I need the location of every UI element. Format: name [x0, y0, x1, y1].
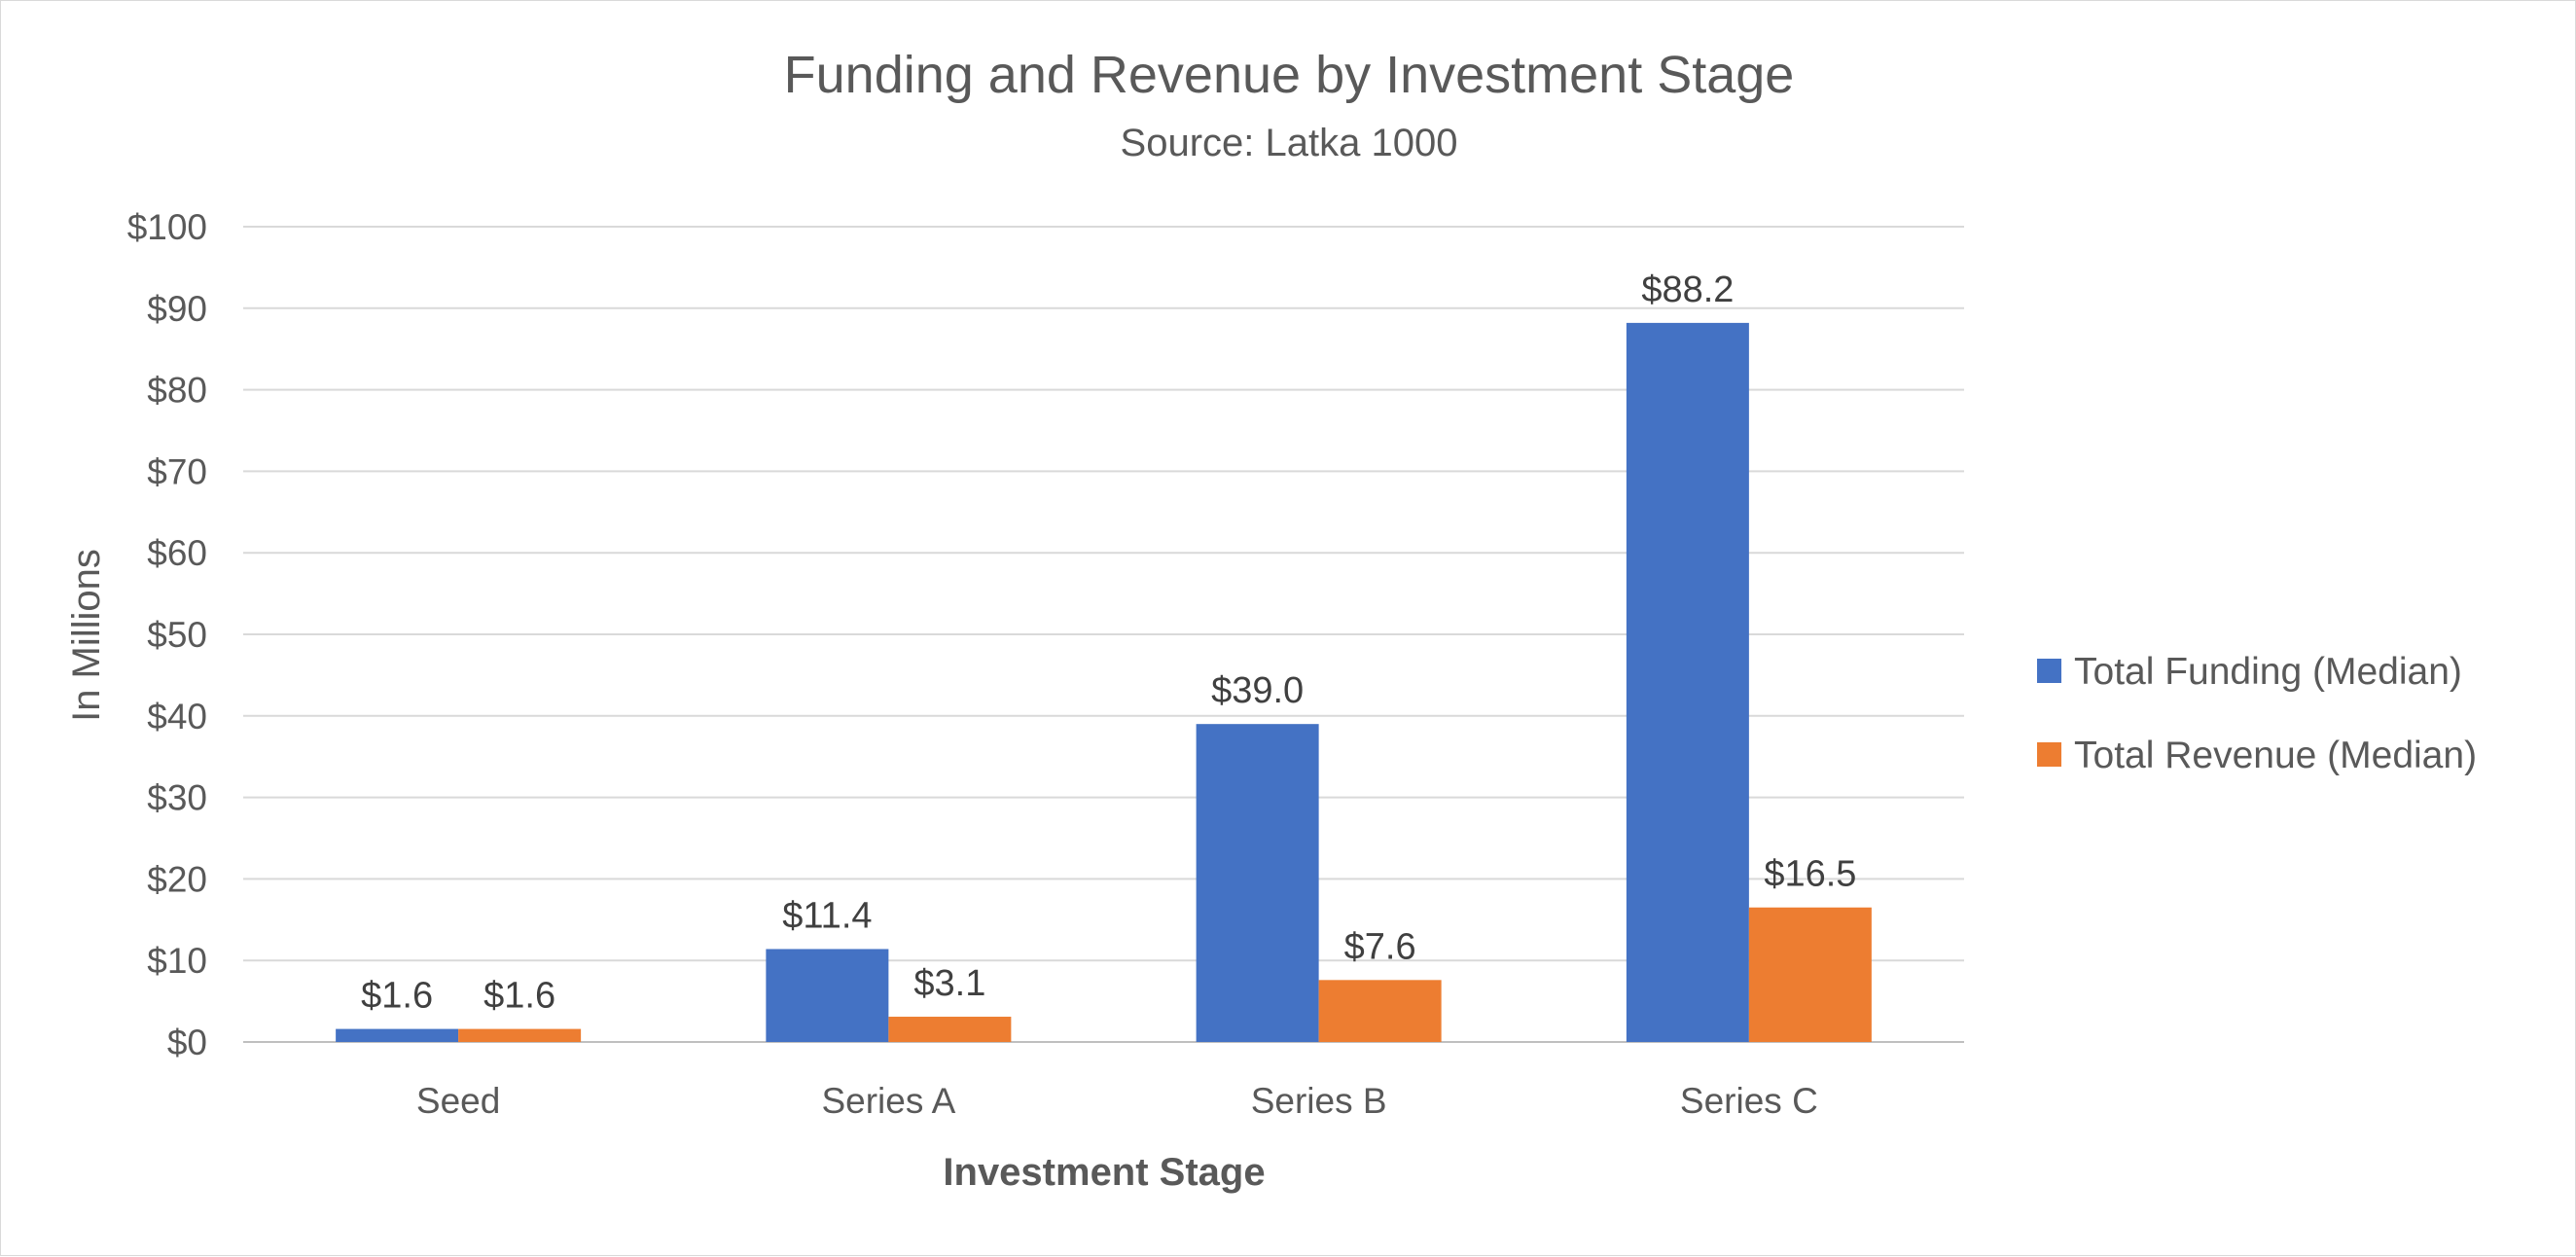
x-category-label: Series C [1680, 1081, 1818, 1121]
data-label: $1.6 [483, 976, 555, 1017]
chart-title: Funding and Revenue by Investment Stage [784, 46, 1795, 104]
x-category-label: Seed [416, 1081, 500, 1121]
bars [336, 322, 1872, 1042]
legend-label: Total Revenue (Median) [2074, 735, 2477, 776]
y-tick-label: $40 [147, 697, 207, 736]
x-axis-categories: Seed Series A Series B Series C [416, 1081, 1818, 1121]
bar-funding [1626, 322, 1749, 1042]
y-tick-label: $100 [127, 207, 207, 247]
legend: Total Funding (Median) Total Revenue (Med… [2037, 651, 2477, 776]
data-labels: $1.6 $1.6 $11.4 $3.1 $39.0 $7.6 $88.2 $16.5 [361, 269, 1856, 1017]
x-category-label: Series B [1251, 1081, 1387, 1121]
y-tick-label: $60 [147, 533, 207, 573]
legend-swatch [2037, 742, 2061, 767]
bar-funding [336, 1028, 459, 1042]
bar-funding [766, 949, 889, 1042]
y-tick-label: $20 [147, 859, 207, 899]
data-label: $16.5 [1764, 854, 1856, 895]
y-axis-ticks: $0 $10 $20 $30 $40 $50 $60 $70 $80 $90 $100 [127, 207, 207, 1062]
x-category-label: Series A [821, 1081, 955, 1121]
data-label: $39.0 [1211, 670, 1304, 711]
gridlines [243, 226, 1964, 1043]
y-tick-label: $30 [147, 778, 207, 818]
y-tick-label: $80 [147, 371, 207, 411]
y-tick-label: $90 [147, 289, 207, 329]
y-axis-title: In Millions [65, 549, 108, 722]
chart-subtitle: Source: Latka 1000 [1121, 122, 1458, 164]
data-label: $88.2 [1641, 269, 1734, 310]
legend-swatch [2037, 659, 2061, 683]
y-tick-label: $0 [167, 1023, 207, 1062]
data-label: $11.4 [782, 895, 872, 936]
bar-revenue [458, 1028, 582, 1042]
legend-label: Total Funding (Median) [2074, 651, 2462, 693]
data-label: $7.6 [1344, 926, 1416, 967]
x-axis-title: Investment Stage [943, 1151, 1265, 1194]
data-label: $1.6 [361, 976, 433, 1017]
bar-revenue [888, 1017, 1012, 1042]
y-tick-label: $70 [147, 451, 207, 491]
y-tick-label: $50 [147, 615, 207, 655]
y-tick-label: $10 [147, 941, 207, 981]
bar-funding [1196, 724, 1319, 1042]
bar-revenue [1318, 980, 1442, 1042]
data-label: $3.1 [913, 963, 985, 1004]
bar-revenue [1748, 907, 1872, 1042]
